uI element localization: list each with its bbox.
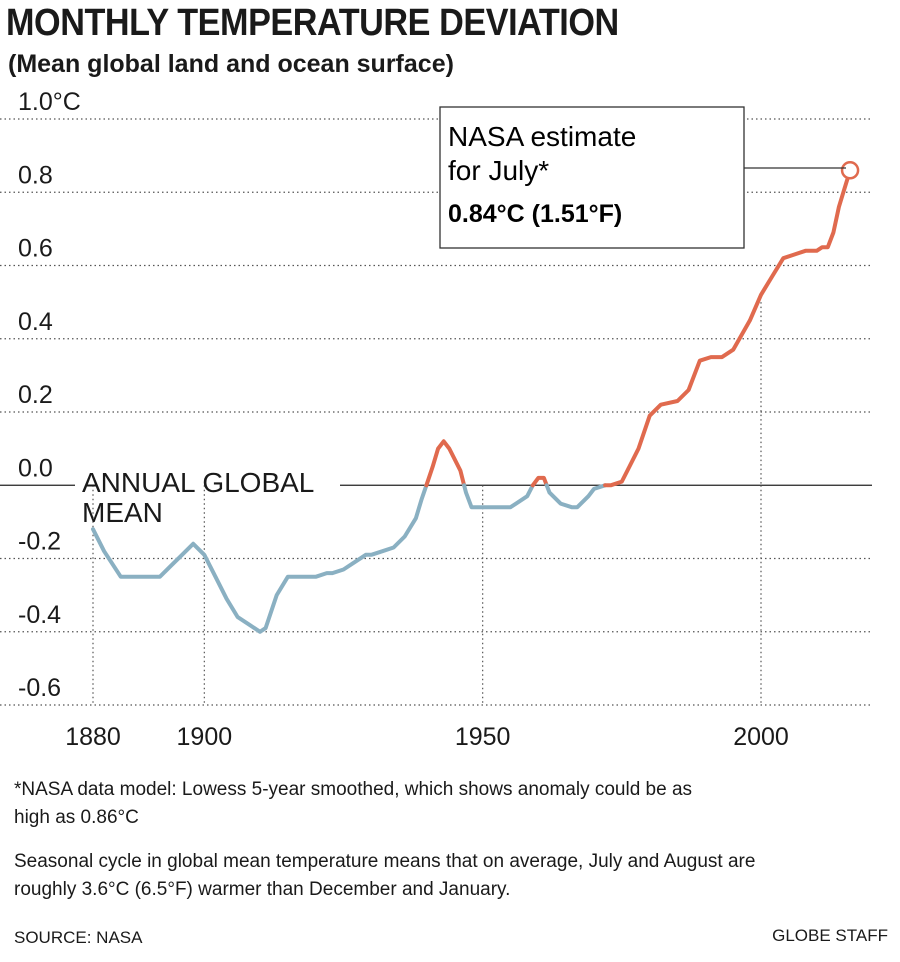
y-tick-label: 1.0°C: [18, 88, 81, 116]
annotation-line-1: NASA estimate: [448, 121, 636, 152]
y-tick-label: -0.6: [18, 674, 61, 702]
series-segment-above-mean: [424, 439, 467, 488]
zero-line-label-2: MEAN: [82, 497, 163, 528]
x-tick-label: 2000: [733, 723, 789, 751]
y-tick-label: 0.6: [18, 235, 53, 263]
annotation-box: [439, 106, 745, 249]
x-tick-label: 1950: [455, 723, 511, 751]
july-estimate-marker: [840, 161, 860, 180]
y-tick-label: -0.2: [18, 528, 61, 556]
series-segment-below-mean: [544, 483, 608, 510]
zero-line-label-1: ANNUAL GLOBAL: [82, 467, 314, 498]
seasonal-note: Seasonal cycle in global mean temperatur…: [14, 851, 756, 900]
credit-label: GLOBE STAFF: [772, 926, 888, 945]
x-tick-label: 1900: [177, 723, 233, 751]
y-tick-label: 0.8: [18, 161, 53, 189]
source-label: SOURCE: NASA: [14, 928, 143, 947]
series-segment-below-mean: [462, 483, 535, 510]
series-segment-above-mean: [530, 475, 549, 488]
series-segment-above-mean: [603, 168, 853, 488]
footnote: *NASA data model: Lowess 5-year smoothed…: [14, 779, 693, 828]
chart-subtitle: (Mean global land and ocean surface): [8, 50, 454, 78]
chart-title: MONTHLY TEMPERATURE DEVIATION: [6, 2, 619, 44]
annotation-value: 0.84°C (1.51°F): [448, 200, 622, 228]
y-tick-label: 0.0: [18, 454, 53, 482]
y-tick-label: -0.4: [18, 601, 61, 629]
annotation-line-2: for July*: [448, 155, 549, 186]
series-segment-below-mean: [91, 483, 429, 634]
y-tick-label: 0.2: [18, 381, 53, 409]
y-tick-label: 0.4: [18, 308, 53, 336]
x-tick-label: 1880: [65, 723, 121, 751]
